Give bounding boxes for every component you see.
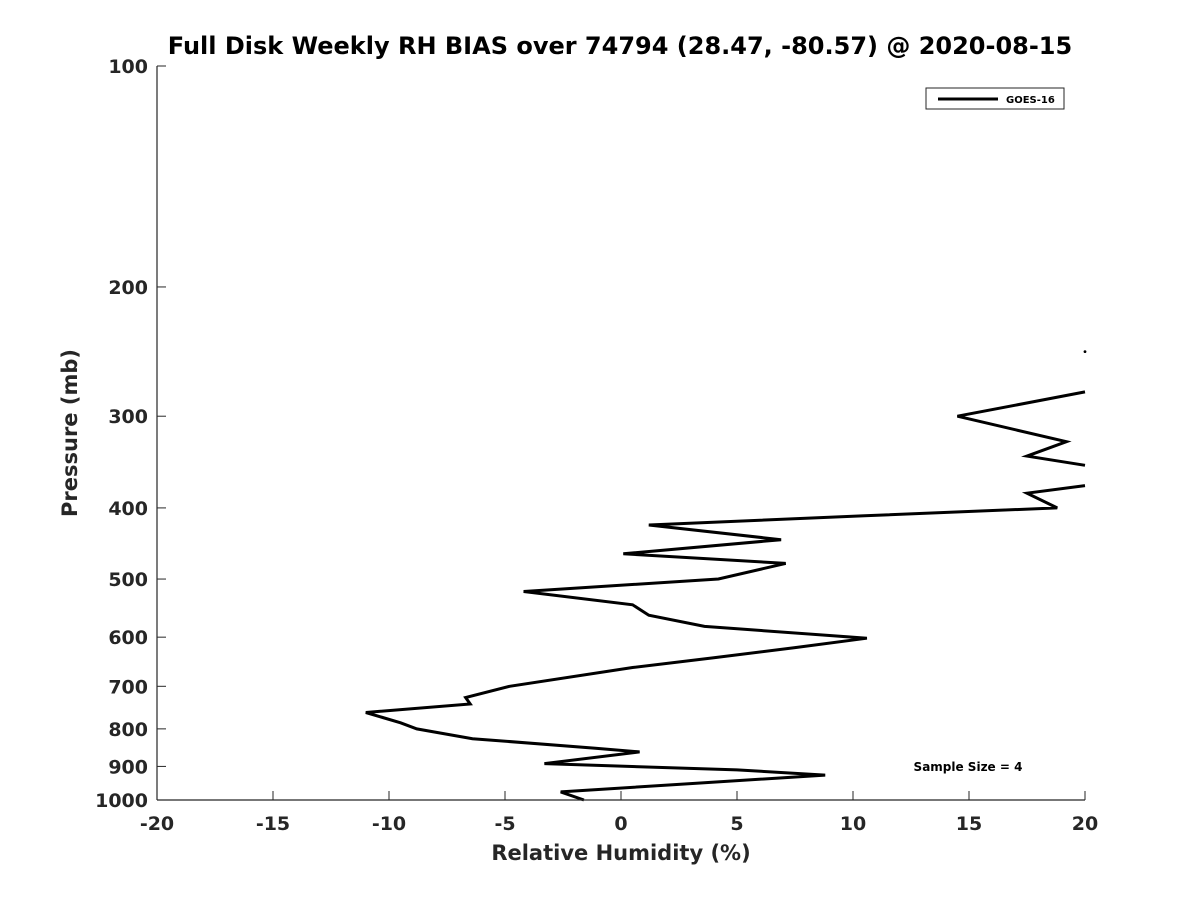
y-tick-label: 1000 bbox=[95, 790, 148, 812]
y-tick-label: 200 bbox=[108, 277, 148, 299]
x-axis-label: Relative Humidity (%) bbox=[491, 841, 750, 865]
legend: GOES-16 bbox=[925, 87, 1065, 110]
y-tick-label: 600 bbox=[108, 627, 148, 649]
plot-area-background bbox=[157, 66, 1085, 800]
x-axis-ticks: -20 -15 -10 -5 0 5 10 15 20 bbox=[140, 791, 1098, 835]
series-line bbox=[957, 390, 1086, 467]
y-axis-label: Pressure (mb) bbox=[58, 349, 82, 517]
y-tick-label: 700 bbox=[108, 676, 148, 698]
x-tick-label: -10 bbox=[372, 813, 406, 835]
chart-title: Full Disk Weekly RH BIAS over 74794 (28.… bbox=[168, 32, 1072, 60]
x-tick-label: 20 bbox=[1072, 813, 1098, 835]
x-tick-label: -20 bbox=[140, 813, 174, 835]
y-tick-label: 800 bbox=[108, 719, 148, 741]
y-tick-label: 900 bbox=[108, 756, 148, 778]
x-tick-label: 0 bbox=[614, 813, 627, 835]
y-tick-label: 100 bbox=[108, 56, 148, 78]
series-layer bbox=[365, 350, 1087, 802]
series-point bbox=[1083, 350, 1087, 354]
x-tick-label: 15 bbox=[956, 813, 982, 835]
x-tick-label: -15 bbox=[256, 813, 290, 835]
y-tick-label: 400 bbox=[108, 498, 148, 520]
series-line bbox=[365, 484, 1086, 802]
y-axis-ticks: 100 200 300 400 500 600 700 800 900 1000 bbox=[95, 56, 166, 812]
y-tick-label: 300 bbox=[108, 406, 148, 428]
sample-size-annotation: Sample Size = 4 bbox=[914, 760, 1023, 774]
x-tick-label: 5 bbox=[730, 813, 743, 835]
legend-entry-goes-16: GOES-16 bbox=[1006, 95, 1055, 106]
y-tick-label: 500 bbox=[108, 569, 148, 591]
x-tick-label: -5 bbox=[494, 813, 515, 835]
x-tick-label: 10 bbox=[840, 813, 866, 835]
